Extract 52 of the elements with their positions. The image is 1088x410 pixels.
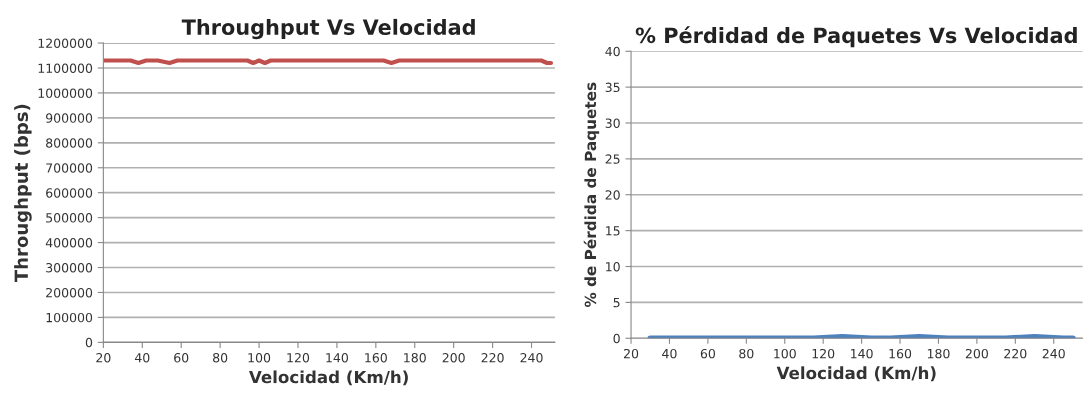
y-tick-label: 1100000 bbox=[38, 63, 93, 73]
x-tick-label: 40 bbox=[662, 348, 677, 359]
x-axis-title: Velocidad (Km/h) bbox=[248, 370, 408, 386]
y-tick-label: 30 bbox=[605, 118, 620, 128]
x-tick-label: 180 bbox=[927, 348, 950, 359]
y-tick-label: 600000 bbox=[46, 188, 93, 198]
y-tick-label: 0 bbox=[85, 337, 93, 348]
x-tick-label: 240 bbox=[1042, 348, 1065, 359]
x-tick-label: 140 bbox=[326, 352, 348, 363]
y-tick-label: 700000 bbox=[46, 163, 93, 173]
y-tick-label: 25 bbox=[605, 154, 620, 164]
y-tick-label: 40 bbox=[605, 46, 620, 57]
y-tick-label: 400000 bbox=[45, 238, 93, 248]
x-tick-label: 100 bbox=[248, 352, 271, 363]
x-tick-label: 60 bbox=[174, 352, 189, 363]
y-tick-label: 10 bbox=[606, 261, 620, 272]
x-tick-label: 200 bbox=[965, 348, 988, 359]
x-tick-label: 220 bbox=[481, 352, 504, 363]
x-tick-label: 80 bbox=[739, 348, 754, 359]
x-tick-label: 40 bbox=[134, 352, 150, 363]
x-tick-label: 140 bbox=[851, 348, 873, 359]
x-tick-label: 220 bbox=[1004, 348, 1027, 359]
x-tick-label: 120 bbox=[812, 348, 835, 359]
chart-title: Throughput Vs Velocidad bbox=[181, 18, 475, 40]
x-tick-label: 160 bbox=[365, 352, 387, 363]
y-tick-label: 500000 bbox=[46, 213, 93, 223]
x-tick-label: 60 bbox=[700, 348, 716, 359]
y-tick-label: 1200000 bbox=[38, 38, 93, 48]
x-tick-label: 200 bbox=[442, 352, 465, 363]
x-tick-label: 240 bbox=[520, 352, 543, 363]
x-axis-title: Velocidad (Km/h) bbox=[776, 366, 936, 382]
y-tick-label: 20 bbox=[605, 190, 620, 200]
y-axis-title: % de Pérdida de Paquetes bbox=[583, 82, 600, 308]
y-tick-label: 800000 bbox=[46, 138, 93, 148]
x-tick-label: 20 bbox=[96, 352, 111, 363]
y-tick-label: 15 bbox=[606, 226, 620, 236]
y-tick-label: 1000000 bbox=[38, 88, 93, 98]
y-tick-label: 100000 bbox=[46, 312, 93, 323]
y-axis-title: Throughput (bps) bbox=[14, 104, 32, 283]
x-tick-label: 80 bbox=[213, 352, 228, 363]
x-tick-label: 180 bbox=[404, 352, 426, 363]
x-tick-label: 100 bbox=[774, 348, 796, 359]
y-tick-label: 300000 bbox=[46, 263, 93, 273]
chart-title: % Pérdidad de Paquetes Vs Velocidad bbox=[635, 26, 1077, 48]
y-tick-label: 5 bbox=[613, 298, 620, 308]
x-tick-label: 120 bbox=[287, 352, 310, 363]
y-tick-label: 200000 bbox=[46, 287, 93, 298]
y-tick-label: 0 bbox=[613, 333, 620, 344]
y-tick-label: 900000 bbox=[46, 113, 93, 123]
y-tick-label: 35 bbox=[605, 82, 620, 93]
x-tick-label: 160 bbox=[889, 348, 912, 359]
x-tick-label: 20 bbox=[624, 348, 639, 359]
